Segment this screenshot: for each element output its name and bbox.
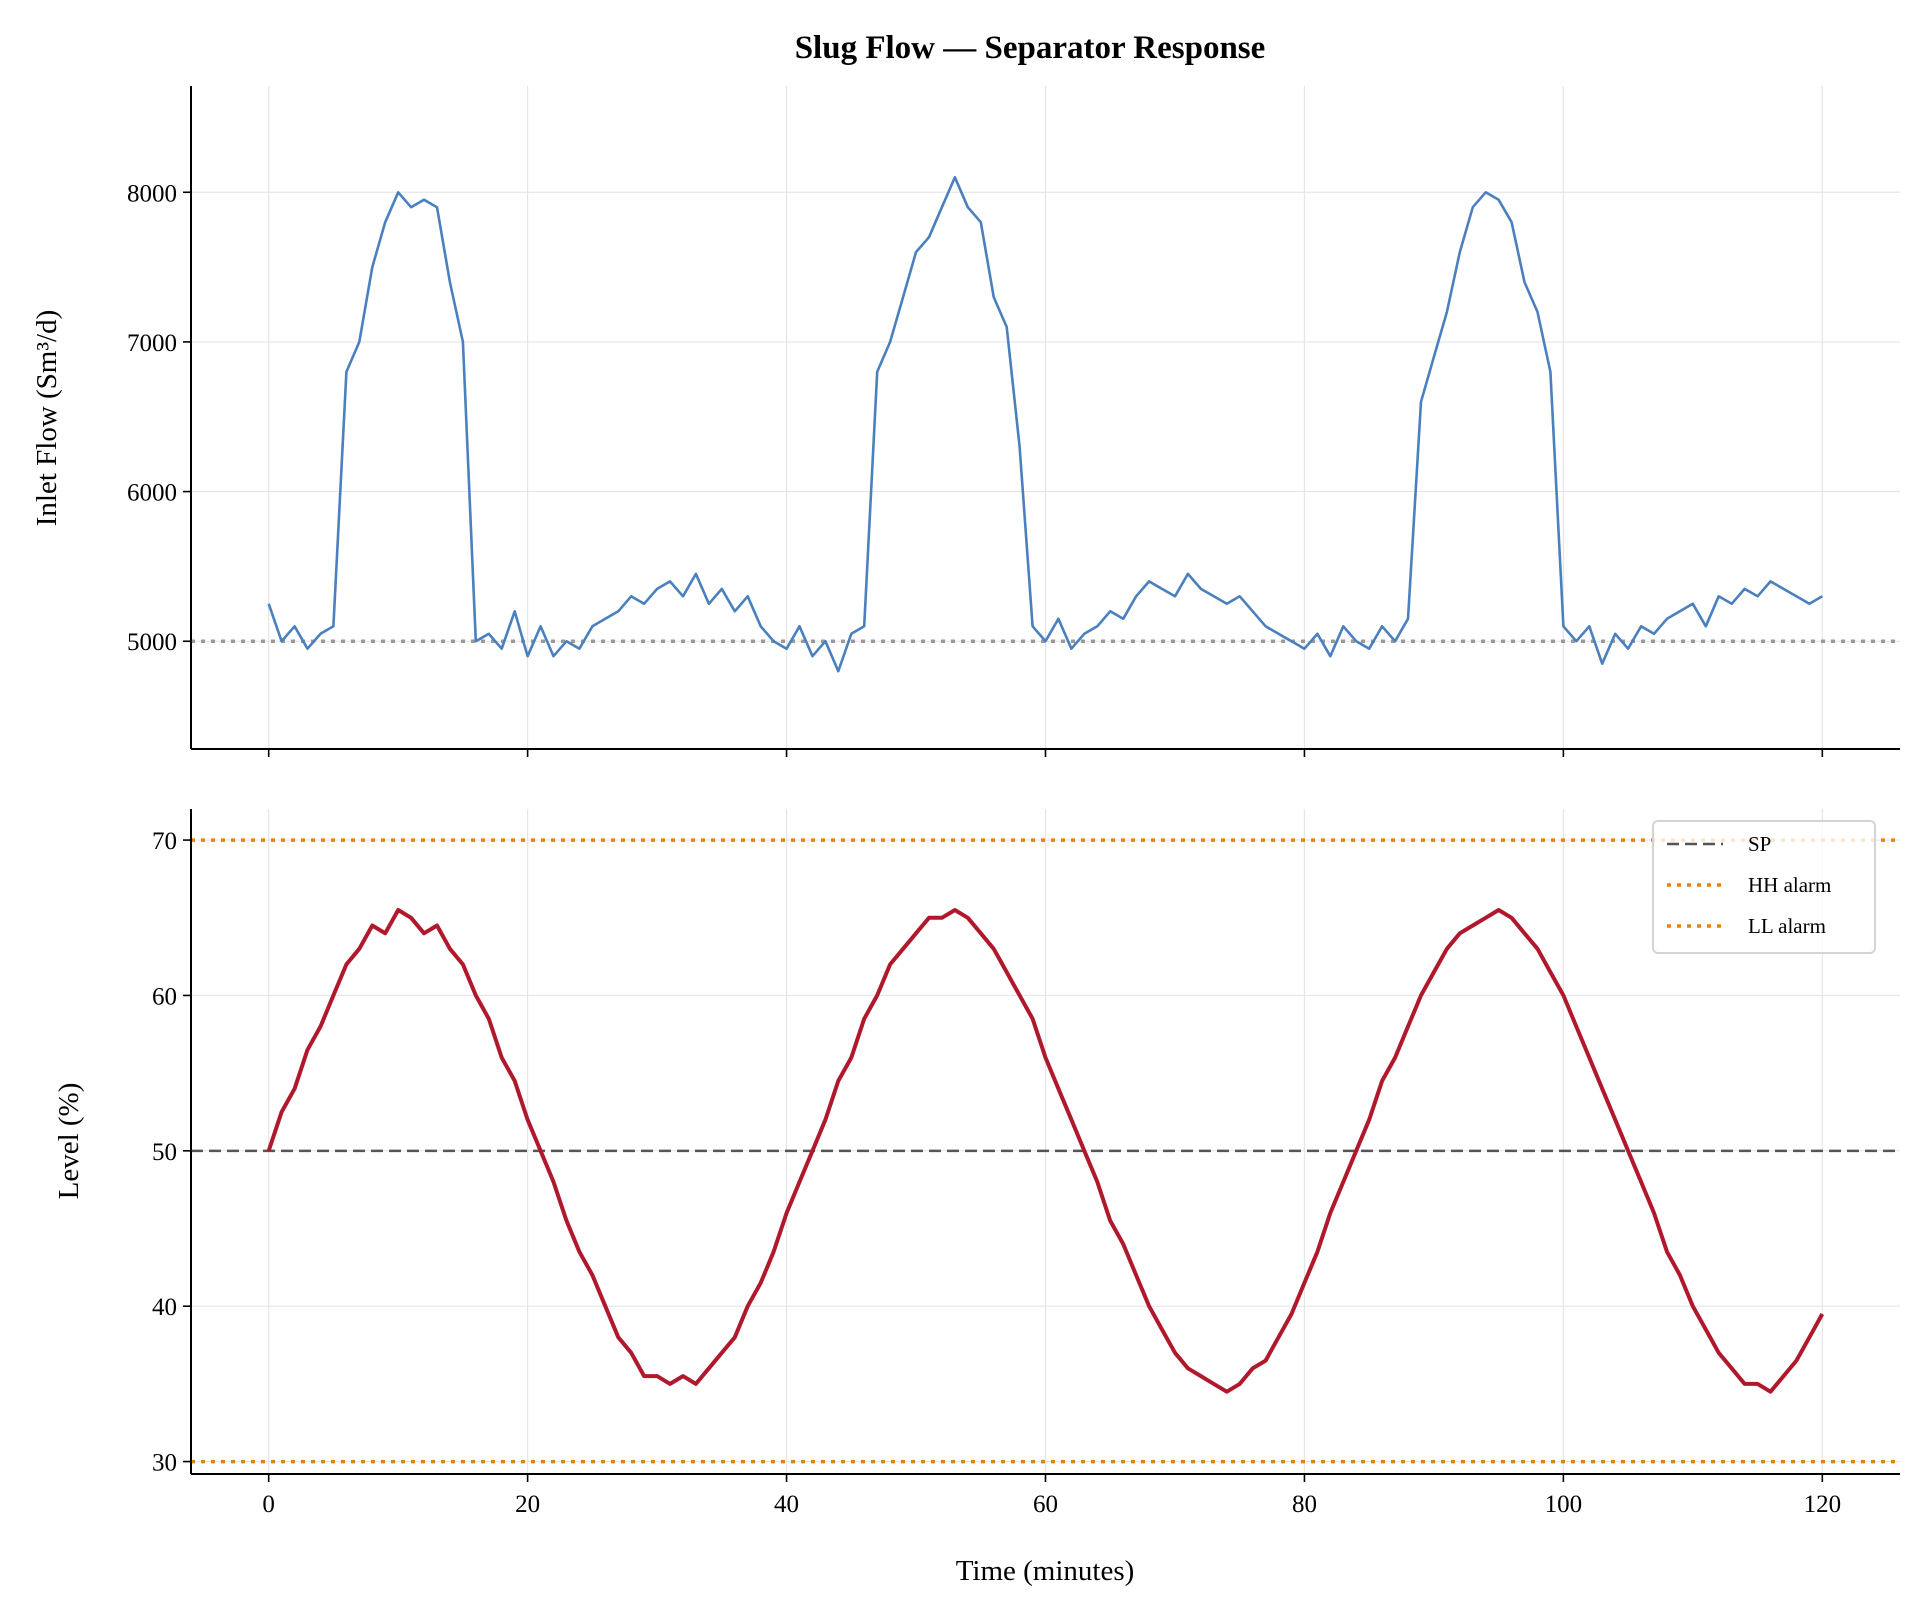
legend-box: [1652, 820, 1876, 954]
x-tick-label: 100: [1545, 1491, 1583, 1518]
bottom-y-axis-label: Level (%): [53, 1083, 85, 1200]
x-tick-label: 60: [1033, 1491, 1058, 1518]
legend: SP HH alarm LL alarm: [1652, 820, 1876, 954]
inlet-flow-axes: 5000 6000 7000 8000: [127, 86, 1900, 757]
x-tick-label: 80: [1292, 1491, 1317, 1518]
inlet-flow-line: [267, 176, 1823, 673]
y-tick-label: 8000: [127, 180, 177, 207]
y-tick-label: 7000: [127, 330, 177, 357]
top-y-axis-label: Inlet Flow (Sm³/d): [31, 310, 63, 527]
y-tick-label: 70: [152, 828, 177, 855]
x-axis-label: Time (minutes): [956, 1555, 1135, 1587]
y-tick-label: 60: [152, 983, 177, 1010]
chart-title: Slug Flow — Separator Response: [795, 30, 1266, 66]
y-tick-label: 5000: [127, 629, 177, 656]
y-tick-label: 30: [152, 1450, 177, 1477]
x-tick-label: 0: [262, 1491, 275, 1518]
legend-label: LL alarm: [1748, 914, 1826, 938]
y-tick-label: 50: [152, 1139, 177, 1166]
legend-label: SP: [1748, 832, 1771, 856]
level-line: [266, 908, 1825, 1394]
level-axes: 0 20 40 60 80 100 120 30 40 50 60 70: [152, 809, 1900, 1518]
legend-label: HH alarm: [1748, 873, 1831, 897]
x-tick-label: 20: [515, 1491, 540, 1518]
y-tick-label: 40: [152, 1294, 177, 1321]
x-tick-label: 40: [774, 1491, 799, 1518]
y-tick-label: 6000: [127, 480, 177, 507]
x-tick-label: 120: [1804, 1491, 1842, 1518]
